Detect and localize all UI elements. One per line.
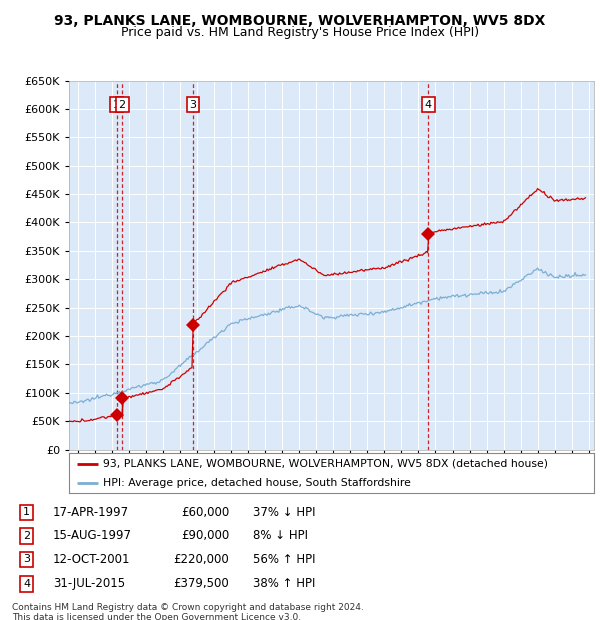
Text: 93, PLANKS LANE, WOMBOURNE, WOLVERHAMPTON, WV5 8DX: 93, PLANKS LANE, WOMBOURNE, WOLVERHAMPTO…	[55, 14, 545, 28]
Text: £90,000: £90,000	[181, 529, 229, 542]
Text: 2: 2	[23, 531, 30, 541]
Text: 4: 4	[425, 100, 432, 110]
Text: Contains HM Land Registry data © Crown copyright and database right 2024.
This d: Contains HM Land Registry data © Crown c…	[12, 603, 364, 620]
Text: £60,000: £60,000	[181, 506, 229, 519]
Text: 31-JUL-2015: 31-JUL-2015	[53, 577, 125, 590]
Text: 37% ↓ HPI: 37% ↓ HPI	[253, 506, 316, 519]
Text: 1: 1	[113, 100, 120, 110]
Text: £379,500: £379,500	[173, 577, 229, 590]
Text: £220,000: £220,000	[173, 553, 229, 566]
Text: 93, PLANKS LANE, WOMBOURNE, WOLVERHAMPTON, WV5 8DX (detached house): 93, PLANKS LANE, WOMBOURNE, WOLVERHAMPTO…	[103, 459, 548, 469]
Text: Price paid vs. HM Land Registry's House Price Index (HPI): Price paid vs. HM Land Registry's House …	[121, 26, 479, 39]
Text: 8% ↓ HPI: 8% ↓ HPI	[253, 529, 308, 542]
Text: 15-AUG-1997: 15-AUG-1997	[53, 529, 132, 542]
Text: 17-APR-1997: 17-APR-1997	[53, 506, 129, 519]
Text: 56% ↑ HPI: 56% ↑ HPI	[253, 553, 316, 566]
Text: 2: 2	[119, 100, 126, 110]
Text: HPI: Average price, detached house, South Staffordshire: HPI: Average price, detached house, Sout…	[103, 478, 411, 488]
Text: 38% ↑ HPI: 38% ↑ HPI	[253, 577, 316, 590]
Text: 3: 3	[23, 554, 30, 564]
Text: 4: 4	[23, 579, 30, 589]
Text: 12-OCT-2001: 12-OCT-2001	[53, 553, 131, 566]
Text: 1: 1	[23, 507, 30, 517]
Text: 3: 3	[190, 100, 197, 110]
